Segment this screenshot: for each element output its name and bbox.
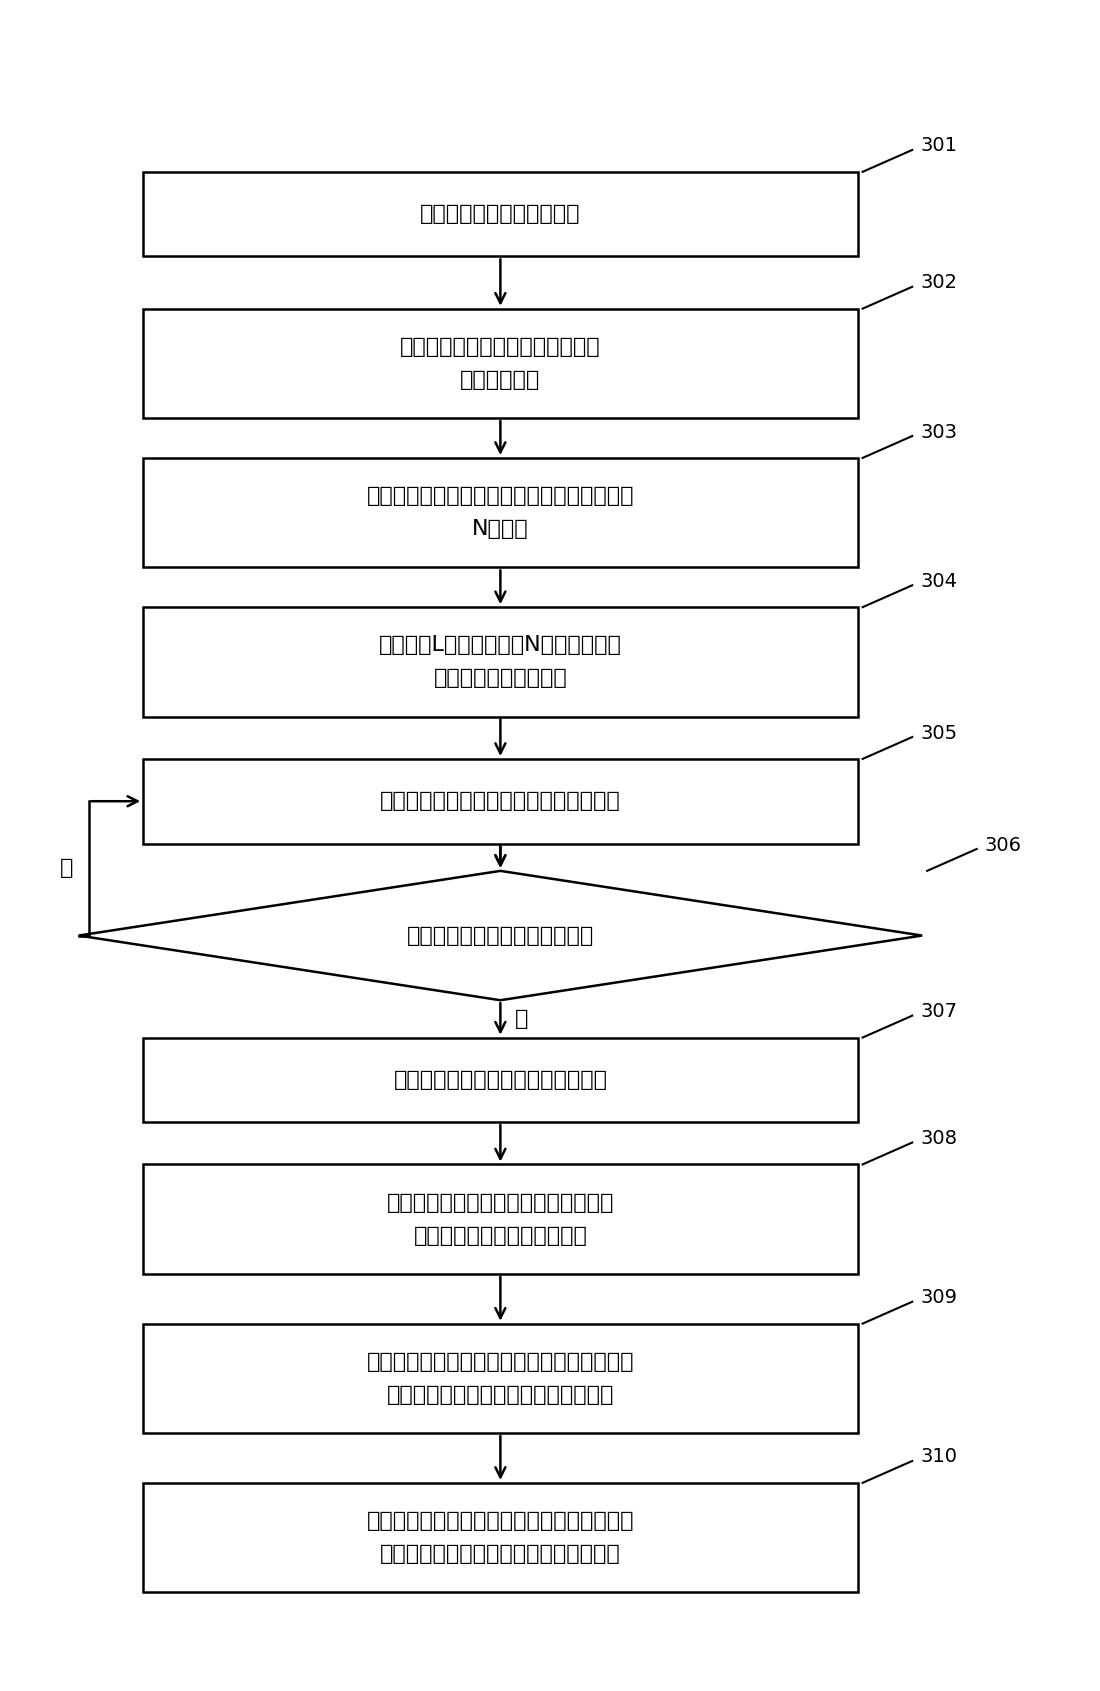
Text: 路径点，得到路径点集: 路径点，得到路径点集: [433, 668, 568, 688]
Text: N个分组: N个分组: [472, 519, 529, 539]
Text: 目标图形，得到目标图形集合: 目标图形，得到目标图形集合: [414, 1226, 587, 1246]
Bar: [143, 1324, 858, 1432]
Text: 309: 309: [921, 1289, 957, 1307]
Text: 304: 304: [921, 572, 957, 590]
Text: 对待生成裂缝的表面和该三维裂缝模型进行布: 对待生成裂缝的表面和该三维裂缝模型进行布: [366, 1512, 634, 1530]
Text: 302: 302: [921, 274, 957, 293]
Bar: [143, 1038, 858, 1123]
Text: 两边所确定的平面，得到三维裂缝实体: 两边所确定的平面，得到三维裂缝实体: [387, 1385, 614, 1405]
Text: 310: 310: [921, 1447, 957, 1466]
Text: 305: 305: [921, 724, 957, 742]
Bar: [143, 172, 858, 257]
Text: 将初始控制点集中的初始控制点进行组合得到: 将初始控制点集中的初始控制点进行组合得到: [366, 487, 634, 506]
Bar: [143, 458, 858, 568]
Bar: [143, 1165, 858, 1273]
Text: 计算路径点集中相邻两路径点之间的距离: 计算路径点集中相邻两路径点之间的距离: [379, 791, 620, 812]
Text: 连接目标图形集合中相邻两目标图形的同侧的: 连接目标图形集合中相邻两目标图形的同侧的: [366, 1351, 634, 1371]
Text: 是: 是: [515, 1010, 529, 1028]
Bar: [143, 309, 858, 418]
Text: 303: 303: [921, 423, 957, 441]
Text: 308: 308: [921, 1130, 957, 1148]
Text: 通过随机L系统计算所述N个分组对应的: 通过随机L系统计算所述N个分组对应的: [378, 636, 622, 656]
Text: 否: 否: [60, 859, 74, 878]
Text: 初始控制点集: 初始控制点集: [460, 370, 540, 391]
Text: 建立与所述路径点集中的路径点对应的: 建立与所述路径点集中的路径点对应的: [387, 1192, 614, 1212]
Bar: [143, 759, 858, 844]
Polygon shape: [78, 871, 922, 1001]
Text: 根据该指定初始控制点的指令生成: 根据该指定初始控制点的指令生成: [400, 337, 601, 357]
Text: 判断所述距离是否小于预设阈值: 判断所述距离是否小于预设阈值: [407, 925, 594, 945]
Text: 306: 306: [984, 835, 1022, 854]
Text: 尔差运算，得到该表面上的三维裂缝效果: 尔差运算，得到该表面上的三维裂缝效果: [379, 1544, 620, 1564]
Text: 删除相邻两路径点中的后一个路径点: 删除相邻两路径点中的后一个路径点: [394, 1070, 607, 1089]
Text: 301: 301: [921, 137, 957, 156]
Text: 接收指定初始控制点的指令: 接收指定初始控制点的指令: [420, 205, 581, 225]
Bar: [143, 1483, 858, 1593]
Bar: [143, 607, 858, 717]
Text: 307: 307: [921, 1003, 957, 1021]
